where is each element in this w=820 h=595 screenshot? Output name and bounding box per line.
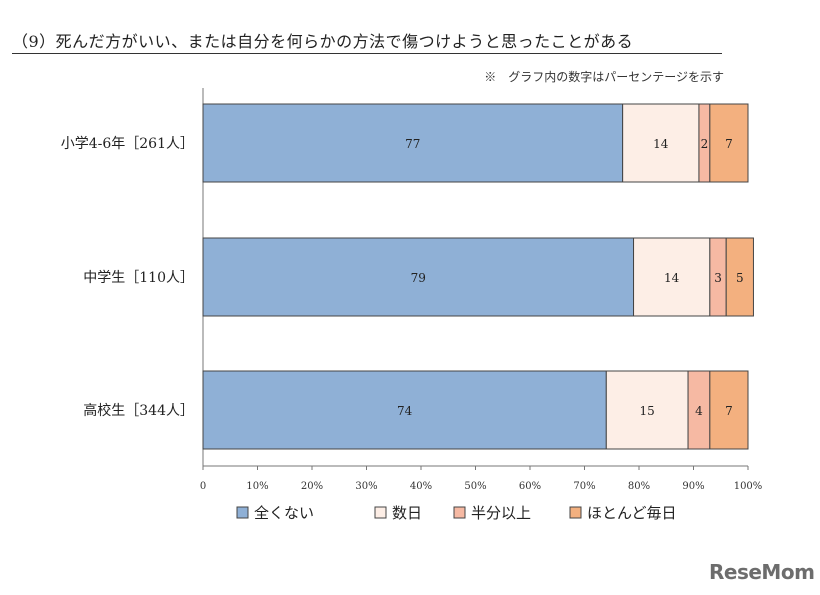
data-label: 79 <box>411 271 426 285</box>
bar-segment <box>709 370 749 450</box>
bar-segment <box>202 103 624 183</box>
data-label: 15 <box>640 404 655 418</box>
x-tick-label: 20% <box>301 481 323 492</box>
legend-label: ほとんど毎日 <box>587 504 677 522</box>
category-label: 高校生［344人］ <box>83 402 194 419</box>
bar-segment <box>709 103 749 183</box>
x-tick-label: 90% <box>682 481 704 492</box>
bar-segment <box>202 237 635 317</box>
chart-note: ※ グラフ内の数字はパーセンテージを示す <box>484 70 724 84</box>
data-label: 14 <box>664 271 680 285</box>
data-label: 74 <box>397 404 413 418</box>
legend-swatch <box>236 506 249 519</box>
legend-swatch <box>453 506 466 519</box>
legend-label: 数日 <box>392 504 422 522</box>
data-label: 77 <box>405 137 420 151</box>
legend-label: 半分以上 <box>471 504 531 522</box>
legend-label: 全くない <box>254 504 314 522</box>
x-tick-label: 60% <box>519 481 541 492</box>
legend-swatch <box>374 506 387 519</box>
data-label: 14 <box>653 137 669 151</box>
data-label: 7 <box>725 137 733 151</box>
data-label: 4 <box>695 404 703 418</box>
x-tick-label: 100% <box>734 481 763 492</box>
x-tick-label: 10% <box>246 481 268 492</box>
title-underline <box>12 53 722 54</box>
x-tick-label: 30% <box>355 481 377 492</box>
data-label: 7 <box>725 404 733 418</box>
data-label: 2 <box>701 137 709 151</box>
x-tick-label: 40% <box>410 481 432 492</box>
bar-segment <box>202 370 607 450</box>
legend-swatch <box>569 506 582 519</box>
data-label: 5 <box>736 271 744 285</box>
data-label: 3 <box>714 271 722 285</box>
x-tick-label: 80% <box>628 481 650 492</box>
x-tick-label: 70% <box>573 481 595 492</box>
bar-segment <box>633 237 711 317</box>
x-tick-label: 0 <box>200 481 206 492</box>
chart-title: （9）死んだ方がいい、または自分を何らかの方法で傷つけようと思ったことがある <box>12 32 634 51</box>
bar-segment <box>605 370 689 450</box>
category-label: 中学生［110人］ <box>83 270 194 286</box>
resemom-logo: ReseMom <box>709 560 815 584</box>
bar-segment <box>725 237 754 317</box>
category-label: 小学4-6年［261人］ <box>61 136 194 152</box>
x-tick-label: 50% <box>464 481 486 492</box>
